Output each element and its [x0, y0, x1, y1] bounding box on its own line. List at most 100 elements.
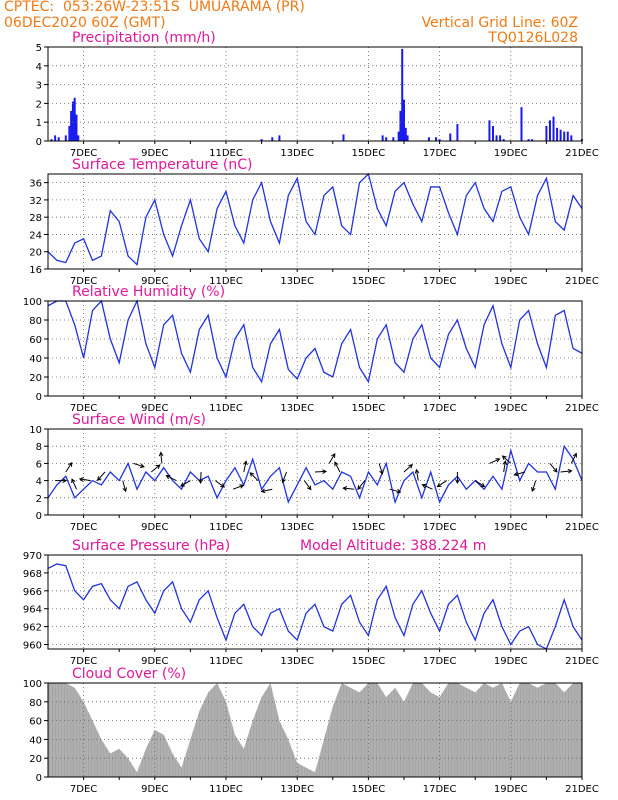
wind-arrow-head [502, 460, 508, 466]
precip-bar [397, 131, 400, 141]
wind-arrow [65, 462, 73, 473]
x-tick-label: 19DEC [494, 656, 528, 667]
x-tick-label: 7DEC [70, 403, 97, 414]
x-tick-label: 17DEC [423, 656, 457, 667]
wind-arrow [200, 471, 202, 484]
x-tick-label: 19DEC [494, 148, 528, 159]
precip-bar [548, 120, 551, 141]
x-tick-label: 9DEC [141, 148, 168, 159]
wind-arrow [334, 461, 341, 473]
wind-arrow [343, 487, 355, 490]
wind-arrow [328, 453, 336, 464]
station-info: CPTEC: 053:26W-23:51S UMUARAMA (PR) [4, 0, 305, 15]
plot-frame [47, 300, 583, 397]
y-tick-label: 2 [36, 494, 42, 505]
wind-arrow-head [62, 478, 68, 483]
wind-arrow-head [531, 487, 536, 493]
wind-arrow [570, 453, 577, 464]
panel-wind: Surface Wind (m/s) 0 2 4 6 8 10 7DEC 9DEC 11DEC 13… [29, 412, 599, 533]
x-tick-label: 15DEC [352, 148, 386, 159]
wind-arrow [314, 470, 327, 473]
precip-bar [342, 134, 345, 141]
x-tick-label: 21DEC [565, 656, 599, 667]
wind-arrow [160, 452, 163, 464]
precip-bar [381, 135, 384, 141]
wind-arrow-head [155, 464, 161, 469]
x-tick-label: 11DEC [209, 276, 243, 287]
y-tick-label: 20 [29, 248, 42, 259]
panel-rh: Relative Humidity (%) 0 20 40 60 80 100 7DEC 9DE… [23, 284, 599, 414]
precip-bar [57, 137, 60, 141]
vertical-grid-note: Vertical Grid Line: 60Z [421, 15, 578, 31]
wind-arrow [531, 480, 537, 492]
x-tick-label: 17DEC [423, 522, 457, 533]
x-tick-label: 13DEC [280, 784, 314, 795]
precip-bar [70, 110, 73, 141]
y-tick-label: 100 [23, 297, 42, 308]
precip-bar [77, 135, 80, 141]
precip-bar [427, 137, 430, 141]
precip-bar [527, 139, 530, 141]
y-tick-label: 960 [23, 641, 42, 652]
wind-arrow-head [220, 483, 226, 488]
wind-arrow [166, 475, 177, 482]
x-tick-label: 7DEC [70, 148, 97, 159]
y-tick-label: 32 [29, 196, 42, 207]
wind-arrow-head [552, 467, 558, 473]
wind-arrow [378, 463, 383, 475]
panel-title-wind: Surface Wind (m/s) [72, 412, 206, 428]
panel-precip: Precipitation (mm/h) 0 1 2 3 4 5 7DEC 9DEC 11DEC 1… [36, 30, 599, 159]
wind-arrow-head [260, 488, 266, 494]
panel-title-cloud: Cloud Cover (%) [72, 666, 186, 682]
wind-arrow [437, 480, 447, 488]
precip-bar [260, 139, 263, 141]
wind-arrow [97, 471, 106, 481]
series-line-press [47, 563, 583, 650]
x-tick-label: 17DEC [423, 276, 457, 287]
precip-bar [531, 139, 534, 141]
plot-frame [47, 46, 583, 142]
x-tick-label: 19DEC [494, 276, 528, 287]
wind-arrow [560, 470, 572, 473]
cloud-area [48, 683, 582, 777]
y-tick-label: 100 [23, 679, 42, 690]
panel-title-press: Surface Pressure (hPa) [72, 538, 230, 554]
wind-arrow-head [421, 483, 427, 489]
x-tick-label: 17DEC [423, 148, 457, 159]
y-tick-label: 970 [23, 551, 42, 562]
wind-arrow-head [281, 478, 286, 484]
y-tick-label: 968 [23, 569, 42, 580]
chart-header: CPTEC: 053:26W-23:51S UMUARAMA (PR) 06DE… [0, 0, 618, 45]
precip-bar [54, 135, 57, 141]
wind-arrow-head [408, 463, 413, 469]
precip-bar [438, 139, 441, 141]
wind-arrow-head [249, 472, 255, 477]
y-tick-label: 80 [29, 698, 42, 709]
x-tick-label: 7DEC [70, 276, 97, 287]
plot-frame [47, 428, 583, 516]
wind-arrow [416, 469, 419, 481]
x-tick-label: 9DEC [141, 276, 168, 287]
wind-arrow-head [334, 461, 339, 467]
y-tick-label: 10 [29, 425, 42, 436]
wind-arrow-head [513, 471, 519, 477]
x-tick-label: 13DEC [280, 656, 314, 667]
x-tick-label: 21DEC [565, 784, 599, 795]
x-tick-label: 15DEC [352, 403, 386, 414]
precip-bar [435, 137, 438, 141]
x-tick-label: 11DEC [209, 784, 243, 795]
wind-arrow-head [198, 479, 204, 485]
wind-arrow [503, 461, 506, 473]
precip-bar [399, 110, 402, 141]
wind-arrow [79, 478, 91, 482]
x-tick-label: 9DEC [141, 403, 168, 414]
x-tick-label: 17DEC [423, 403, 457, 414]
panel-temp: Surface Temperature (nC) 16 20 24 28 32 36 7DEC… [29, 157, 599, 287]
forecast-datetime: 06DEC2020 60Z (GMT) [4, 15, 166, 31]
precip-bar [570, 135, 573, 141]
precip-bar [499, 135, 502, 141]
wind-arrow [502, 455, 512, 464]
x-tick-label: 15DEC [352, 522, 386, 533]
x-tick-label: 21DEC [565, 403, 599, 414]
